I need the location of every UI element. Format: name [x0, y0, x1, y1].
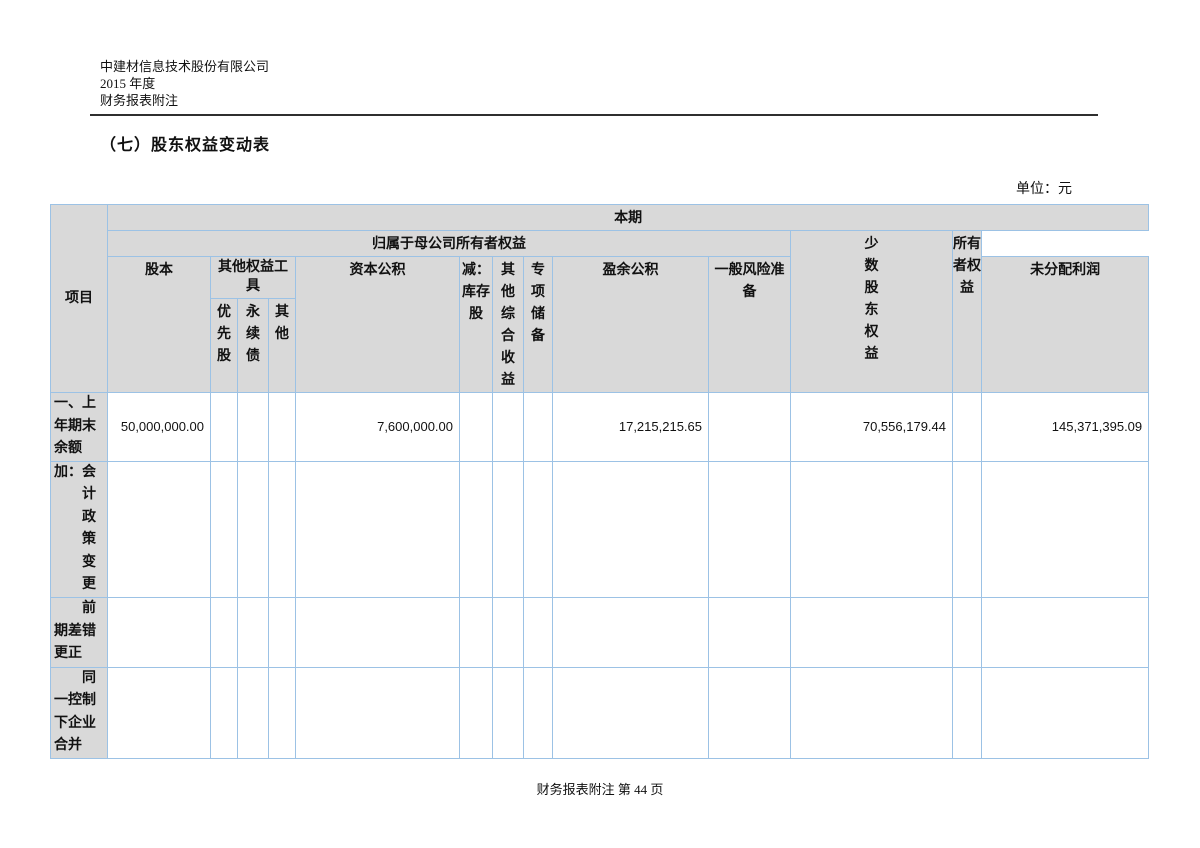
row-label: 前 期差错 更正	[50, 596, 108, 668]
cell-share-capital: 50,000,000.00	[107, 392, 211, 462]
section-title: （七）股东权益变动表	[100, 137, 271, 154]
header-row-period: 项目 本期	[50, 204, 1150, 393]
unit-label: 单位：元	[1016, 182, 1072, 197]
cell-owners-equity: 145,371,395.09	[980, 392, 1150, 462]
table-body: 一、上 年期末 余额 50,000,000.00 7,600,000.00 17…	[50, 392, 1150, 759]
cell-less-treasury-stock	[459, 392, 493, 462]
col-header-surplus-reserve: 盈余公积	[552, 256, 709, 393]
row-label: 同 一控制 下企业 合并	[50, 666, 108, 759]
page-footer: 财务报表附注 第 44 页	[536, 781, 664, 797]
cell-capital-reserve	[295, 666, 460, 759]
unit-line: 单位：元	[0, 178, 1148, 198]
cell-general-risk-reserve	[708, 596, 791, 668]
row-label: 一、上 年期末 余额	[50, 392, 108, 462]
cell-special-reserve	[523, 460, 553, 598]
header-row-columns: 股本 其他权益工 具 资本公积 减： 库存 股 其 他 综 合 收 益 专 项 …	[51, 256, 1150, 393]
cell-surplus-reserve	[552, 596, 709, 668]
cell-general-risk-reserve	[708, 392, 791, 462]
cell-less-treasury-stock	[459, 596, 493, 668]
cell-less-treasury-stock	[459, 666, 493, 759]
cell-perpetual-bonds	[237, 596, 269, 668]
cell-capital-reserve	[295, 460, 460, 598]
table-row-accounting-policy-change: 加：会 计 政 策 变 更	[50, 460, 1150, 598]
col-header-preferred-shares: 优 先 股	[210, 297, 238, 394]
cell-retained-profit	[790, 596, 953, 668]
col-header-item: 项目	[50, 204, 108, 393]
col-header-less-treasury-stock: 减： 库存 股	[459, 256, 493, 393]
cell-owners-equity	[980, 460, 1150, 598]
row-label: 加：会 计 政 策 变 更	[50, 460, 108, 598]
equity-change-table: 项目 本期 归属于母公司所有者权益 少 数 股 东 权 益 所有者权益 股本 其…	[50, 204, 1150, 759]
cell-other	[268, 666, 296, 759]
cell-other	[268, 392, 296, 462]
cell-other	[268, 596, 296, 668]
cell-minority-interest	[952, 596, 982, 668]
col-header-owners-equity: 所有者权益	[952, 230, 982, 393]
col-header-other-comprehensive-income: 其 他 综 合 收 益	[492, 256, 524, 393]
cell-special-reserve	[523, 666, 553, 759]
cell-retained-profit: 70,556,179.44	[790, 392, 953, 462]
col-header-other-equity-tools: 其他权益工 具	[210, 256, 296, 299]
cell-other-comprehensive-income	[492, 596, 524, 668]
company-name: 中建材信息技术股份有限公司	[100, 59, 270, 74]
cell-general-risk-reserve	[708, 666, 791, 759]
cell-retained-profit	[790, 460, 953, 598]
col-header-period: 本期	[106, 204, 1150, 231]
cell-perpetual-bonds	[237, 666, 269, 759]
table-row-common-control-merger: 同 一控制 下企业 合并	[50, 666, 1150, 759]
cell-special-reserve	[523, 392, 553, 462]
doc-type: 财务报表附注	[100, 93, 179, 108]
col-header-general-risk-reserve: 一般风险准 备	[708, 256, 791, 393]
cell-surplus-reserve	[552, 460, 709, 598]
fiscal-year: 2015 年度	[100, 76, 156, 91]
header-row-parent-equity: 归属于母公司所有者权益 少 数 股 东 权 益 所有者权益	[51, 230, 1149, 393]
cell-preferred-shares	[210, 666, 238, 759]
col-header-perpetual-bonds: 永 续 债	[237, 297, 269, 394]
cell-owners-equity	[980, 666, 1150, 759]
cell-minority-interest	[952, 392, 982, 462]
cell-share-capital	[107, 666, 211, 759]
table-row-prior-error-correction: 前 期差错 更正	[50, 596, 1150, 668]
cell-surplus-reserve	[552, 666, 709, 759]
cell-other-comprehensive-income	[492, 460, 524, 598]
header-rule	[90, 114, 1098, 116]
cell-preferred-shares	[210, 460, 238, 598]
cell-preferred-shares	[210, 596, 238, 668]
cell-less-treasury-stock	[459, 460, 493, 598]
cell-capital-reserve	[295, 596, 460, 668]
cell-other-comprehensive-income	[492, 666, 524, 759]
cell-minority-interest	[952, 460, 982, 598]
cell-general-risk-reserve	[708, 460, 791, 598]
cell-special-reserve	[523, 596, 553, 668]
cell-perpetual-bonds	[237, 460, 269, 598]
cell-other-comprehensive-income	[492, 392, 524, 462]
col-header-special-reserve: 专 项 储 备	[523, 256, 553, 393]
col-header-parent-equity: 归属于母公司所有者权益	[107, 230, 791, 257]
cell-share-capital	[107, 460, 211, 598]
cell-share-capital	[107, 596, 211, 668]
cell-surplus-reserve: 17,215,215.65	[552, 392, 709, 462]
col-header-minority-interest: 少 数 股 东 权 益	[790, 230, 953, 393]
col-header-share-capital: 股本	[107, 256, 211, 393]
cell-retained-profit	[790, 666, 953, 759]
col-header-retained-profit: 未分配利润	[980, 256, 1150, 393]
cell-preferred-shares	[210, 392, 238, 462]
col-header-capital-reserve: 资本公积	[295, 256, 460, 393]
cell-other	[268, 460, 296, 598]
table-row-opening-balance: 一、上 年期末 余额 50,000,000.00 7,600,000.00 17…	[50, 392, 1150, 462]
cell-capital-reserve: 7,600,000.00	[295, 392, 460, 462]
header-row-subcolumns: 优 先 股 永 续 债 其 他	[51, 297, 1149, 394]
document-header: 中建材信息技术股份有限公司 2015 年度 财务报表附注	[0, 0, 1200, 109]
table-header: 项目 本期 归属于母公司所有者权益 少 数 股 东 权 益 所有者权益 股本 其…	[50, 204, 1150, 394]
cell-perpetual-bonds	[237, 392, 269, 462]
cell-owners-equity	[980, 596, 1150, 668]
cell-minority-interest	[952, 666, 982, 759]
col-header-other: 其 他	[268, 297, 296, 394]
